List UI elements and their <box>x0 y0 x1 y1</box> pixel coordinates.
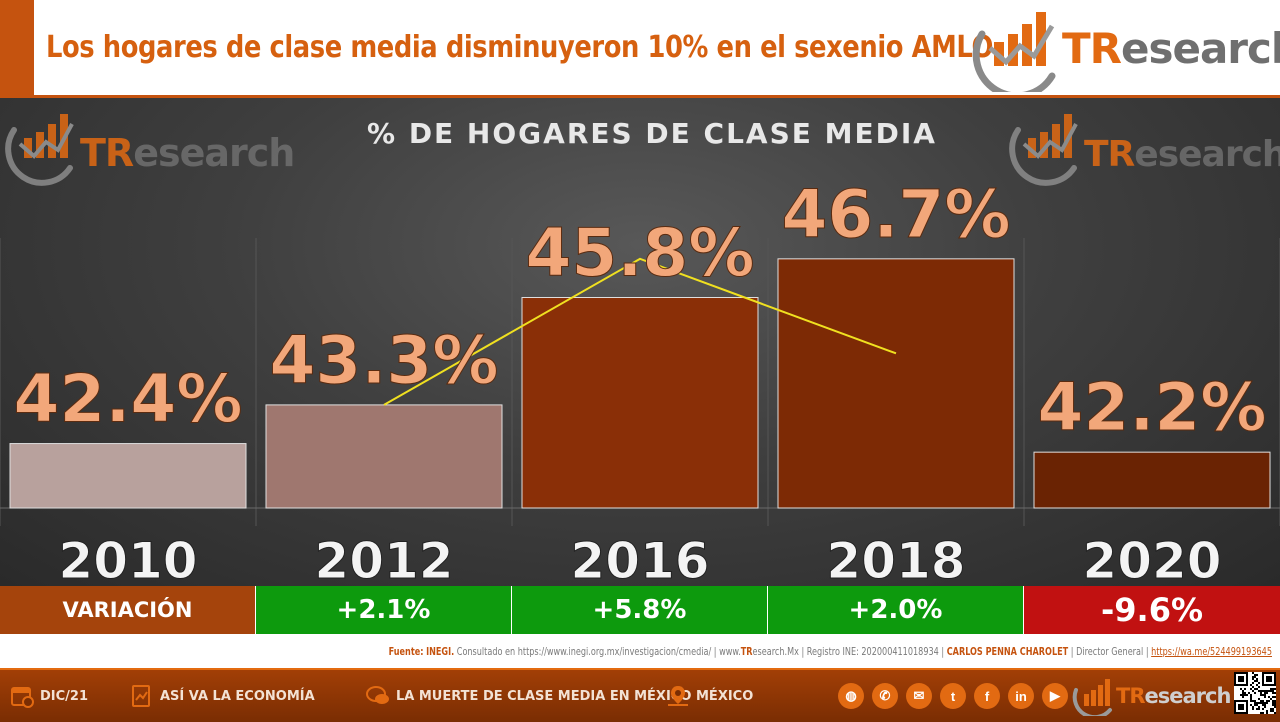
calendar-icon <box>11 687 34 708</box>
value-label-2012: 43.3% <box>270 322 499 399</box>
footer-place: MÉXICO <box>666 670 753 722</box>
header <box>0 0 1280 98</box>
svg-text:TResearch: TResearch <box>1084 134 1280 175</box>
watermark-logo-left: TResearch <box>5 114 295 186</box>
brand-logo: TResearch <box>972 4 1280 92</box>
header-accent-bar <box>0 0 34 98</box>
year-label-2010: 2010 <box>58 532 197 586</box>
footer-brand-logo-mark-icon <box>1072 679 1112 716</box>
variation-value-2016: +5.8% <box>512 586 767 634</box>
facebook-icon[interactable]: f <box>974 683 1000 709</box>
footer-section: ASÍ VA LA ECONOMÍA <box>130 670 315 722</box>
chart-panel: TResearch TResearch % DE HOGARES DE CLAS… <box>0 98 1280 586</box>
value-label-2020: 42.2% <box>1038 369 1267 446</box>
youtube-icon[interactable]: ▶ <box>1042 683 1068 709</box>
value-labels: 42.4% 43.3% 45.8% 46.7% 42.2% <box>13 175 1267 446</box>
variation-row: VARIACIÓN +2.1% +5.8% +2.0% -9.6% <box>0 586 1280 634</box>
page-title: Los hogares de clase media disminuyeron … <box>46 30 993 65</box>
footer-date: DIC/21 <box>10 670 88 722</box>
bar-2020 <box>1033 451 1271 509</box>
qr-code-icon[interactable] <box>1234 672 1276 714</box>
bar-2016 <box>521 297 759 509</box>
header-divider <box>34 95 1280 98</box>
year-label-2020: 2020 <box>1082 532 1221 586</box>
linkedin-icon[interactable]: in <box>1008 683 1034 709</box>
value-label-2010: 42.4% <box>14 361 243 438</box>
chart-title: % DE HOGARES DE CLASE MEDIA <box>367 117 937 150</box>
chart-bars <box>9 258 1271 509</box>
variation-label: VARIACIÓN <box>0 586 255 634</box>
bar-2012 <box>265 404 503 509</box>
footer-brand-logo: TResearch <box>1072 676 1231 716</box>
watermark-logos: TResearch TResearch <box>5 114 1280 186</box>
year-label-2018: 2018 <box>826 532 965 586</box>
bar-2010 <box>9 443 247 509</box>
report-chart-icon <box>132 685 150 707</box>
bar-2018 <box>777 258 1015 509</box>
footer-topic: LA MUERTE DE CLASE MEDIA EN MÉXICO <box>366 670 691 722</box>
twitter-icon[interactable]: t <box>940 683 966 709</box>
chat-bubbles-icon <box>366 686 389 704</box>
mail-icon[interactable]: ✉ <box>906 683 932 709</box>
phone-icon[interactable]: ✆ <box>872 683 898 709</box>
footer-bar: DIC/21 ASÍ VA LA ECONOMÍA LA MUERTE DE C… <box>0 668 1280 722</box>
watermark-logo-right: TResearch <box>1009 114 1280 186</box>
variation-value-2012: +2.1% <box>256 586 511 634</box>
variation-value-2020: -9.6% <box>1024 586 1280 634</box>
brand-logo-mark-icon <box>972 12 1056 92</box>
whatsapp-link[interactable]: https://wa.me/524499193645 <box>1151 645 1272 658</box>
svg-text:TResearch: TResearch <box>80 131 294 175</box>
brand-logo-text: TResearch <box>1062 23 1280 73</box>
variation-value-2018: +2.0% <box>768 586 1023 634</box>
year-label-2012: 2012 <box>314 532 453 586</box>
website-link[interactable]: www.TResearch.Mx <box>719 645 799 658</box>
bar-chart: TResearch TResearch % DE HOGARES DE CLAS… <box>0 114 1280 587</box>
map-pin-icon <box>668 686 688 706</box>
value-label-2018: 46.7% <box>782 176 1011 253</box>
trend-polyline <box>383 257 897 406</box>
value-label-2016: 45.8% <box>526 215 755 292</box>
source-line: Fuente: INEGI. Consultado en https://www… <box>388 645 1272 658</box>
trend-line <box>383 257 897 406</box>
year-label-2016: 2016 <box>570 532 709 586</box>
x-axis-tick-labels: 2010 2012 2016 2018 2020 <box>58 532 1222 587</box>
globe-icon[interactable]: ◍ <box>838 683 864 709</box>
